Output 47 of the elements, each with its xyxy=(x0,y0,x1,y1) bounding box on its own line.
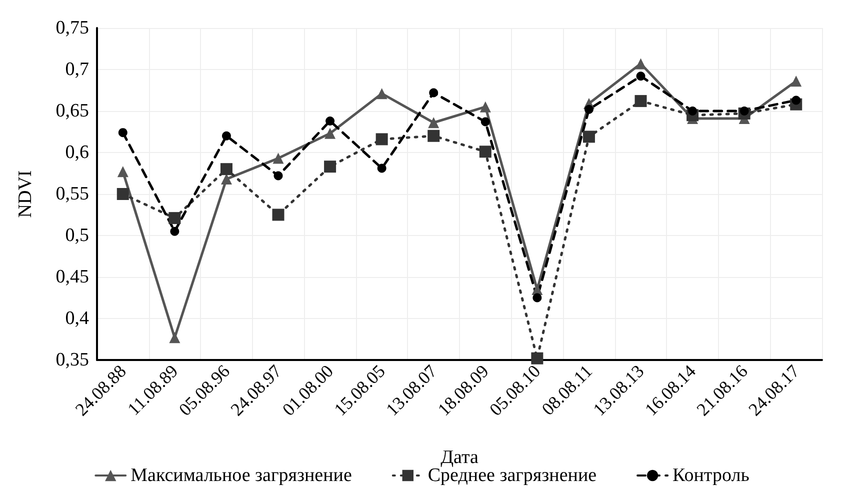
point xyxy=(272,152,284,164)
point xyxy=(635,58,646,70)
point xyxy=(118,128,128,138)
point xyxy=(428,130,440,142)
point xyxy=(324,160,336,173)
point xyxy=(220,174,232,185)
point xyxy=(117,166,128,178)
point xyxy=(480,101,491,112)
point xyxy=(792,96,801,105)
point xyxy=(532,293,542,302)
point xyxy=(222,131,231,140)
y-tick-label: 0,65 xyxy=(56,100,89,122)
y-axis-title: NDVI xyxy=(15,170,36,218)
point xyxy=(636,72,646,81)
point xyxy=(584,104,594,114)
point xyxy=(326,116,335,126)
y-tick-label: 0,55 xyxy=(56,184,89,204)
point xyxy=(688,106,698,116)
point xyxy=(274,171,283,180)
point xyxy=(220,163,232,176)
point xyxy=(272,208,284,221)
point xyxy=(324,128,336,139)
point xyxy=(376,88,388,100)
x-axis-title: Дата xyxy=(440,447,479,468)
point xyxy=(582,130,595,143)
point xyxy=(377,164,386,173)
point xyxy=(740,106,749,116)
point xyxy=(634,95,647,108)
y-tick-label: 0,5 xyxy=(65,225,89,246)
point xyxy=(429,88,438,98)
point xyxy=(480,117,490,126)
point xyxy=(479,146,492,158)
y-tick-label: 0,6 xyxy=(65,142,89,163)
y-tick-label: 0,7 xyxy=(65,59,89,80)
point xyxy=(169,332,180,344)
y-tick-label: 0,4 xyxy=(65,308,90,329)
point xyxy=(376,133,388,146)
point xyxy=(170,226,180,236)
point xyxy=(790,76,802,87)
point xyxy=(116,188,129,200)
legend-label: Максимальное загрязнение xyxy=(130,465,352,486)
point xyxy=(168,212,181,224)
y-tick-label: 0,45 xyxy=(56,266,89,288)
point xyxy=(428,117,440,128)
legend-label: Контроль xyxy=(672,465,750,486)
y-tick-label: 0,75 xyxy=(56,18,89,38)
point xyxy=(531,352,544,364)
